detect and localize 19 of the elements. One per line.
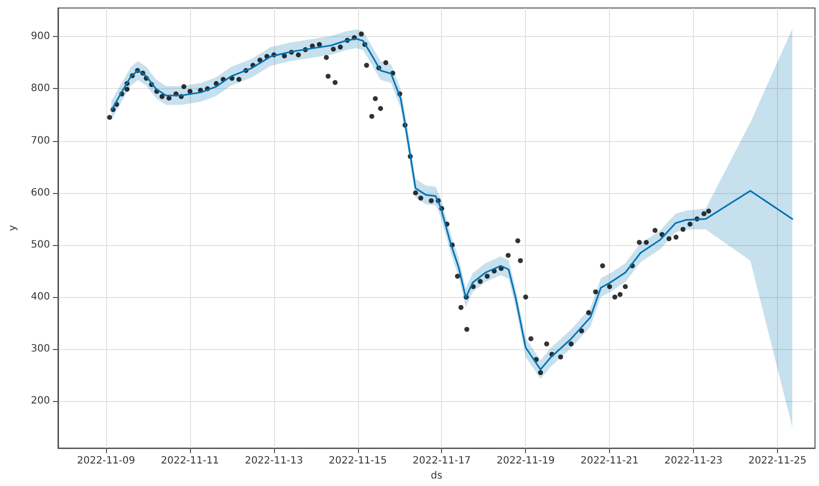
y-axis-title: y bbox=[8, 225, 18, 232]
y-tick-label: 600 bbox=[30, 187, 50, 198]
x-tick-label: 2022-11-19 bbox=[496, 456, 555, 467]
y-tick-label: 300 bbox=[30, 344, 50, 355]
x-tick-label: 2022-11-21 bbox=[580, 456, 639, 467]
x-tick-label: 2022-11-13 bbox=[244, 456, 303, 467]
y-tick-label: 700 bbox=[30, 135, 50, 146]
x-tick-label: 2022-11-25 bbox=[748, 456, 806, 467]
y-tick-label: 500 bbox=[30, 239, 50, 250]
x-tick-label: 2022-11-11 bbox=[160, 456, 220, 467]
x-tick-label: 2022-11-09 bbox=[77, 456, 136, 467]
y-tick-label: 200 bbox=[30, 396, 50, 407]
x-tick-label: 2022-11-17 bbox=[412, 456, 471, 467]
x-tick-label: 2022-11-15 bbox=[328, 456, 387, 467]
x-axis-title: ds bbox=[430, 470, 442, 482]
y-tick-label: 800 bbox=[30, 83, 50, 94]
y-tick-label: 400 bbox=[30, 292, 50, 303]
x-tick-label: 2022-11-23 bbox=[664, 456, 723, 467]
y-tick-label: 900 bbox=[30, 31, 50, 42]
